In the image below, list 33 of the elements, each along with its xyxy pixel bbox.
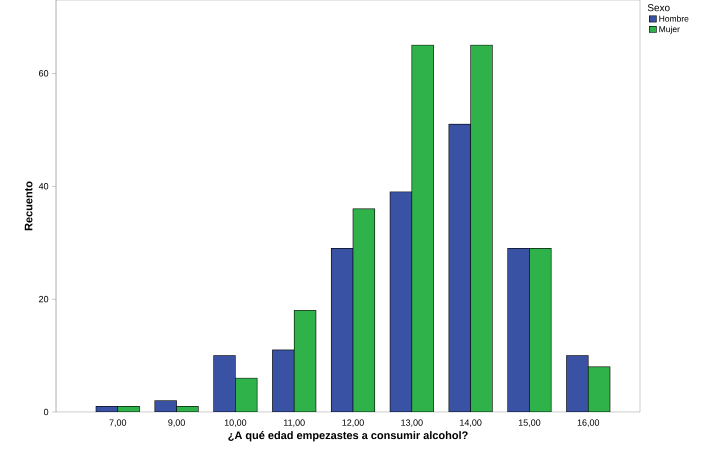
bar (272, 350, 294, 412)
x-tick-label: 12,00 (342, 419, 364, 427)
x-tick-label: 13,00 (401, 419, 423, 427)
x-tick-label: 10,00 (224, 419, 246, 427)
x-tick-label: 16,00 (578, 419, 600, 427)
bar (154, 400, 177, 412)
bar (448, 124, 471, 412)
x-tick-label: 11,00 (284, 419, 305, 427)
bar (352, 208, 376, 412)
x-tick-label: 9,00 (168, 419, 185, 427)
bar (294, 310, 316, 412)
bar (507, 248, 530, 412)
y-tick-label: 60 (39, 70, 48, 77)
bar (566, 355, 589, 412)
bar (529, 248, 552, 412)
x-axis-title: ¿A qué edad empezastes a consumir alcohol? (228, 431, 468, 442)
y-axis-title: Recuento (24, 181, 32, 230)
bar (588, 366, 610, 412)
bar (470, 44, 493, 412)
y-tick-label: 40 (38, 183, 48, 190)
bar (412, 44, 434, 412)
bar (390, 192, 412, 412)
x-tick-label: 14,00 (460, 419, 482, 427)
bar (235, 378, 258, 412)
x-tick-label: 15,00 (518, 419, 540, 427)
legend-label: Mujer (659, 26, 680, 34)
bar (330, 248, 354, 412)
y-tick-label: 20 (39, 296, 48, 302)
bar (213, 355, 236, 412)
y-tick-label: 0 (44, 408, 48, 416)
x-tick-label: 7,00 (109, 419, 126, 427)
legend-title: Sexo (648, 4, 670, 12)
legend-label: Hombre (659, 15, 688, 22)
